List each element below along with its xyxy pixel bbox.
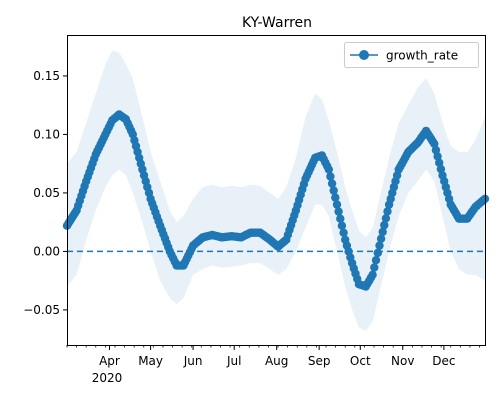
confidence-band <box>67 50 485 331</box>
y-tick-label: 0.10 <box>33 127 60 141</box>
data-point <box>376 234 386 243</box>
x-year-label: 2020 <box>92 371 123 385</box>
chart-title: KY-Warren <box>242 15 312 31</box>
legend-box <box>344 42 479 68</box>
legend-marker-swatch <box>359 50 369 60</box>
data-point <box>431 145 441 155</box>
x-axis: Apr May Jun Jul Aug Sep Oct Nov Dec <box>66 345 480 368</box>
data-point <box>332 200 342 209</box>
y-axis: −0.05 0.00 0.05 0.10 0.15 <box>23 69 67 317</box>
data-point <box>435 158 444 167</box>
series-layer <box>62 110 490 291</box>
x-tick-label: Nov <box>391 354 414 368</box>
x-tick-label: Dec <box>432 354 455 368</box>
data-point <box>368 270 377 279</box>
y-tick-label: −0.05 <box>23 303 60 317</box>
data-point <box>331 193 340 202</box>
data-point <box>336 214 345 223</box>
data-point <box>329 186 338 195</box>
x-tick-label: Jul <box>226 354 241 368</box>
x-tick-label: Aug <box>265 354 288 368</box>
data-point <box>337 221 347 230</box>
data-point <box>327 179 337 188</box>
confidence-band-layer <box>67 50 485 331</box>
data-point <box>373 248 382 258</box>
x-tick-label: Oct <box>350 354 371 368</box>
x-tick-label: Sep <box>308 354 331 368</box>
data-point <box>370 263 379 272</box>
x-tick-label: May <box>138 354 163 368</box>
data-point <box>375 241 384 250</box>
x-tick-label: Jun <box>183 354 203 368</box>
data-point <box>339 228 348 237</box>
y-tick-label: 0.00 <box>33 244 60 258</box>
y-tick-label: 0.05 <box>33 186 60 200</box>
y-tick-label: 0.15 <box>33 69 60 83</box>
data-point <box>430 139 439 148</box>
data-point <box>436 164 446 174</box>
data-point <box>324 165 333 174</box>
legend: growth_rate <box>344 42 479 68</box>
data-point <box>326 172 335 181</box>
data-point <box>433 152 442 161</box>
data-point <box>371 256 381 265</box>
data-point <box>383 207 392 216</box>
legend-label: growth_rate <box>386 49 458 63</box>
data-point <box>380 220 389 230</box>
x-tick-label: Apr <box>99 354 120 368</box>
data-point <box>381 214 391 223</box>
data-point <box>378 227 387 237</box>
data-point <box>334 207 343 216</box>
